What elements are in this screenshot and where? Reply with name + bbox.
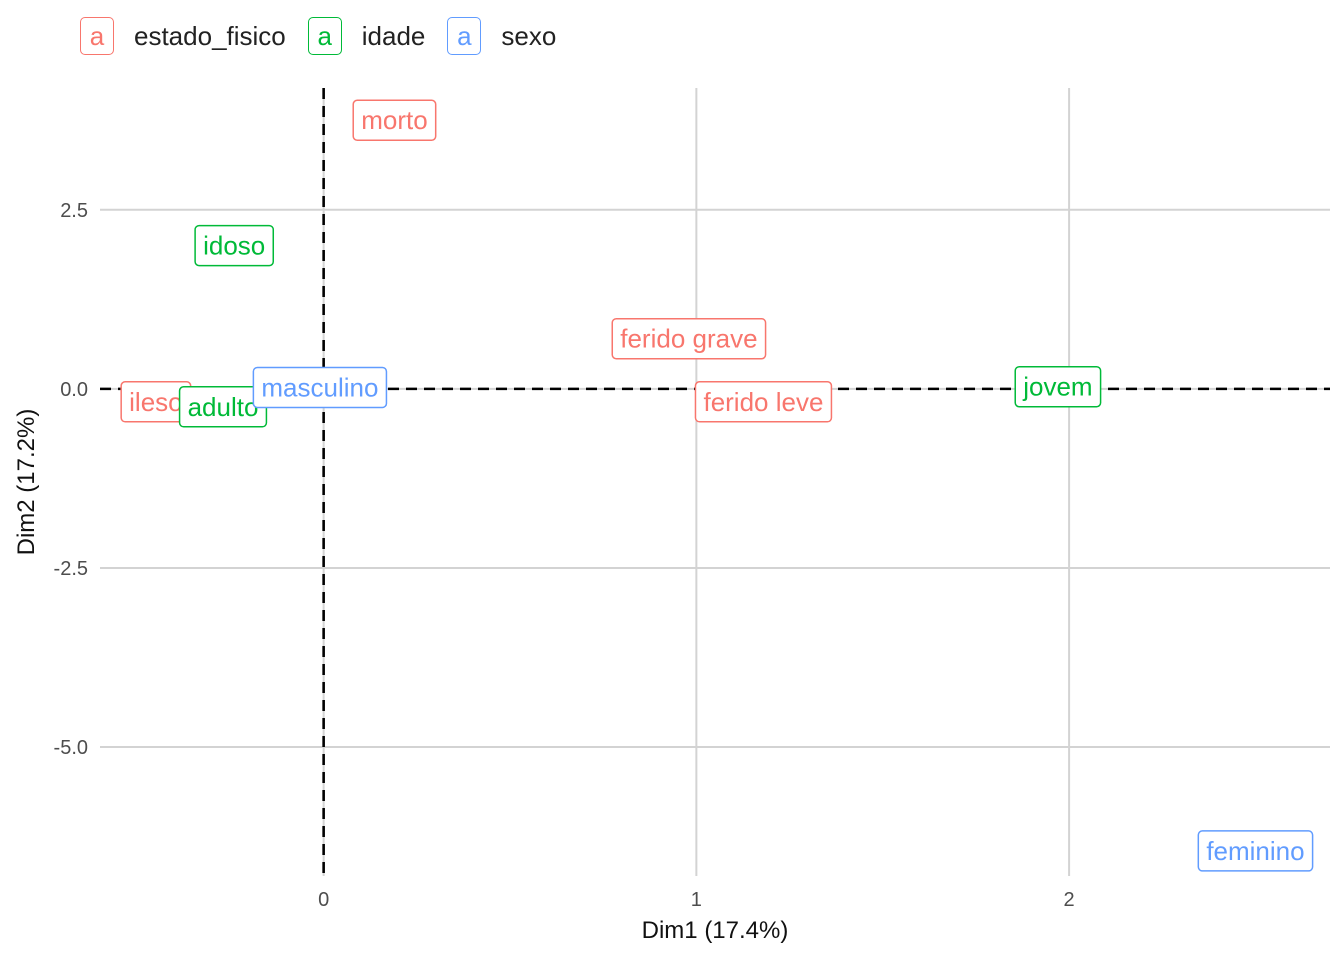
y-tick-label: -5.0 [54, 737, 88, 759]
point-label-text: jovem [1022, 372, 1092, 402]
point-label-text: feminino [1206, 836, 1304, 866]
point-label-morto: morto [352, 99, 437, 141]
y-tick-label: 2.5 [60, 200, 88, 222]
point-label-text: adulto [188, 392, 259, 422]
legend-key-icon: a [307, 17, 342, 55]
point-label-box [611, 317, 767, 360]
point-label-ileso: ileso [120, 381, 192, 423]
grid [100, 88, 1330, 876]
point-label-text: ferido leve [703, 387, 823, 417]
y-axis-label: Dim2 (17.2%) [13, 409, 40, 556]
point-label-adulto: adulto [178, 386, 268, 428]
point-label-idoso: idoso [194, 224, 275, 267]
legend-key-icon: a [80, 17, 114, 55]
point-label-box [194, 224, 275, 267]
point-label-ferido-grave: ferido grave [611, 317, 767, 360]
y-tick-label: 0.0 [60, 379, 88, 401]
x-axis-label: Dim1 (17.4%) [642, 917, 789, 944]
legend-item: a estado_fisico [80, 17, 286, 55]
reference-lines [100, 88, 1330, 876]
point-label-text: idoso [203, 231, 265, 261]
data-labels: morto ferido grave ferido leve ileso idoso ad… [120, 99, 1314, 872]
legend: a estado_fisico a idade a sexo [80, 14, 578, 58]
x-tick-label: 2 [1064, 889, 1075, 911]
point-label-masculino: masculino [252, 366, 388, 409]
legend-label: sexo [501, 20, 557, 51]
point-label-box [252, 366, 388, 409]
x-tick-label: 1 [691, 889, 702, 911]
legend-item: a idade [307, 17, 426, 55]
point-label-text: ileso [129, 387, 182, 417]
legend-label: idade [361, 20, 426, 51]
legend-label: estado_fisico [134, 20, 286, 51]
y-tick-label: -2.5 [54, 558, 88, 580]
tick-labels: 0 1 2 2.5 0.0 -2.5 -5.0 [54, 200, 1075, 911]
point-label-box [694, 381, 833, 423]
legend-key-icon: a [447, 17, 482, 55]
point-label-ferido-leve: ferido leve [694, 381, 833, 423]
point-label-text: ferido grave [620, 324, 757, 354]
point-label-box [352, 99, 437, 141]
point-label-text: masculino [261, 372, 378, 402]
point-label-box [1014, 365, 1102, 408]
point-label-feminino: feminino [1197, 830, 1314, 872]
point-label-text: morto [361, 105, 427, 135]
point-label-jovem: jovem [1014, 365, 1102, 408]
point-label-box [1197, 830, 1314, 872]
x-tick-label: 0 [318, 889, 329, 911]
legend-item: a sexo [447, 17, 556, 55]
